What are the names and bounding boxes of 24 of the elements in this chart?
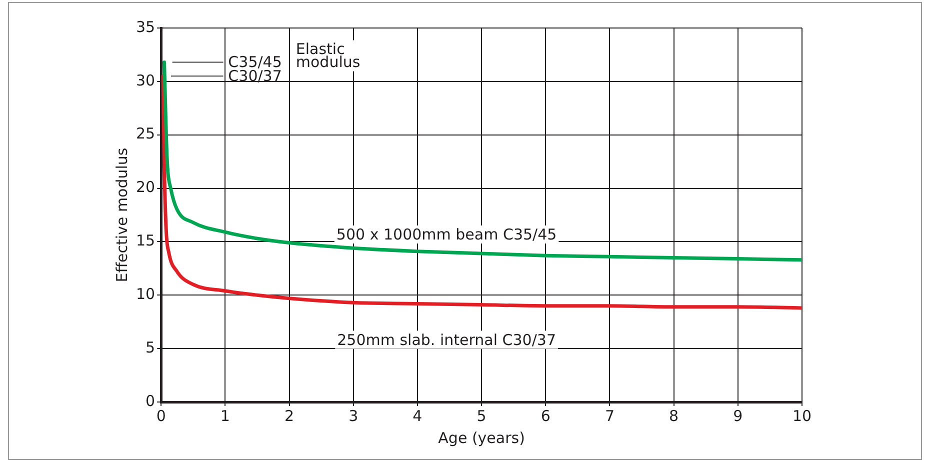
annotation: C30/37 [228,67,282,86]
series-label: 500 x 1000mm beam C35/45 [336,225,557,244]
series-label: 250mm slab. internal C30/37 [337,330,556,349]
y-tick-label: 30 [136,71,156,90]
y-tick-label: 10 [136,285,156,304]
y-tick-label: 35 [136,18,156,36]
x-tick-label: 7 [604,406,614,425]
x-tick-label: 5 [476,406,486,425]
y-tick-label: 25 [136,124,156,143]
y-axis-title: Effective modulus [112,148,131,282]
x-axis-title: Age (years) [438,428,525,447]
x-tick-label: 10 [792,406,812,425]
y-tick-label: 15 [136,232,156,250]
x-tick-label: 9 [733,406,743,425]
x-tick-label: 3 [348,406,358,425]
y-tick-label: 0 [146,392,156,410]
annotation: Elastic modulus [296,40,360,72]
x-tick-label: 6 [540,406,550,425]
y-tick-label: 5 [146,338,156,356]
x-tick-label: 2 [284,406,294,425]
x-tick-label: 1 [220,406,230,425]
x-tick-label: 8 [669,406,679,425]
x-tick-label: 4 [412,406,422,425]
y-tick-label: 20 [136,178,156,196]
